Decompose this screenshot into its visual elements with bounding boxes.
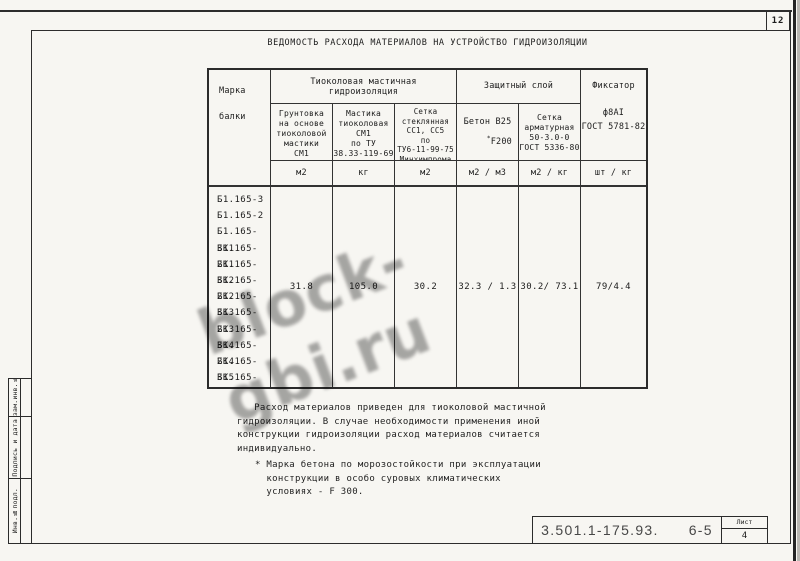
table-row: Б1.165-2: [217, 211, 264, 222]
strip-label-podpis: Подпись и дата: [10, 418, 19, 477]
footnote-asterisk: *: [486, 135, 491, 142]
units-primer: м2: [271, 161, 333, 187]
value-concrete: 32.3 / 1.3: [457, 187, 519, 387]
col-header-primer: Грунтовка на основе тиоколовой мастики С…: [271, 104, 333, 161]
doc-number: 3.501.1-175.93.: [541, 522, 659, 538]
strip-cell-empty-3: [21, 479, 31, 543]
col-header-mark: Марка балки: [209, 70, 271, 187]
table-row: Б1.165-3К2: [217, 259, 258, 286]
table-row: Б1.165-2К4: [217, 340, 258, 367]
title-block: 3.501.1-175.93. 6-5 Лист 4: [532, 516, 768, 544]
doc-code: 6-5: [688, 522, 713, 538]
table-row: Б1.165-2К1: [217, 243, 258, 270]
col-header-fixator: Фиксатор ф8АI ГОСТ 5781-82: [581, 70, 646, 161]
table-row: Б1.165-3К1: [217, 227, 258, 254]
table-row: Б1.165-2К3: [217, 308, 258, 335]
strip-cell-vzam: Взам.инв.№: [9, 379, 21, 417]
col-header-mastic: Мастика тиоколовая СМ1 по ТУ 38.33-119-6…: [333, 104, 395, 161]
value-mastic: 105.0: [333, 187, 395, 387]
strip-label-inv: Инв.№подл.: [10, 488, 19, 534]
value-rebar-mesh: 30.2/ 73.1: [519, 187, 581, 387]
value-primer: 31.8: [271, 187, 333, 387]
fixator-gost: ГОСТ 5781-82: [581, 122, 646, 132]
col-header-concrete: Бетон В25 *F200: [457, 104, 519, 161]
value-glass-mesh: 30.2: [395, 187, 457, 387]
materials-table: Марка балки Тиоколовая мастичная гидроиз…: [207, 68, 648, 389]
group-header-thiokol: Тиоколовая мастичная гидроизоляция: [271, 70, 457, 104]
units-concrete: м2 / м3: [457, 161, 519, 187]
group-header-protective: Защитный слой: [457, 70, 581, 104]
scan-edge-light: [797, 0, 800, 561]
units-mastic: кг: [333, 161, 395, 187]
fixator-title: Фиксатор: [592, 81, 635, 91]
note-paragraph: Расход материалов приведен для тиоколово…: [237, 403, 546, 454]
strip-cell-empty-2: [21, 417, 31, 479]
page-title: ВЕДОМОСТЬ РАСХОДА МАТЕРИАЛОВ НА УСТРОЙСТ…: [267, 38, 588, 48]
page-number-box: 12: [766, 11, 791, 31]
sheet-cell: Лист 4: [722, 517, 767, 543]
table-row: Б1.165-3: [217, 195, 264, 205]
strip-cell-inv: Инв.№подл.: [9, 479, 21, 543]
drawing-frame: [31, 30, 791, 544]
mark-header-line2: балки: [219, 112, 246, 122]
units-fixator: шт / кг: [581, 161, 646, 187]
sheet-label: Лист: [722, 517, 767, 529]
value-fixator: 79/4.4: [596, 282, 631, 292]
outer-top-border: [0, 10, 792, 12]
table-row: Б1.165-3К5: [217, 356, 258, 384]
strip-cell-podpis: Подпись и дата: [9, 417, 21, 479]
table-row: Б1.165-2К5: [217, 373, 258, 384]
beam-marks-list: Б1.165-3 Б1.165-2 Б1.165-3К1 Б1.165-2К1 Б1.1…: [209, 187, 271, 387]
concrete-frost-grade: *F200: [486, 135, 512, 147]
doc-number-cell: 3.501.1-175.93. 6-5: [533, 517, 722, 543]
fixator-spec: ф8АI: [602, 108, 625, 118]
scan-edge-shadow: [793, 0, 796, 561]
strip-cell-empty-1: [21, 379, 31, 417]
units-glass-mesh: м2: [395, 161, 457, 187]
sheet-number: 4: [741, 531, 748, 541]
mark-header-line1: Марка: [219, 86, 246, 96]
table-row: Б1.165-3К4: [217, 324, 258, 351]
col-header-rebar-mesh: Сетка арматурная 50-3.0-0 ГОСТ 5336-80: [519, 104, 581, 161]
units-rebar-mesh: м2 / кг: [519, 161, 581, 187]
strip-label-vzam: Взам.инв.№: [10, 379, 19, 417]
note-footnote: * Марка бетона по морозостойкости при эк…: [255, 460, 541, 497]
revision-strip: Взам.инв.№ Подпись и дата Инв.№подл.: [8, 378, 32, 544]
concrete-grade: Бетон В25: [463, 117, 512, 127]
table-row: Б1.165-3К3: [217, 292, 258, 319]
table-row: Б1.165-2К2: [217, 275, 258, 303]
page-number: 12: [771, 16, 785, 26]
col-header-glass-mesh: Сетка стеклянная СС1, СС5 по ТУ6-11-99-7…: [395, 104, 457, 161]
